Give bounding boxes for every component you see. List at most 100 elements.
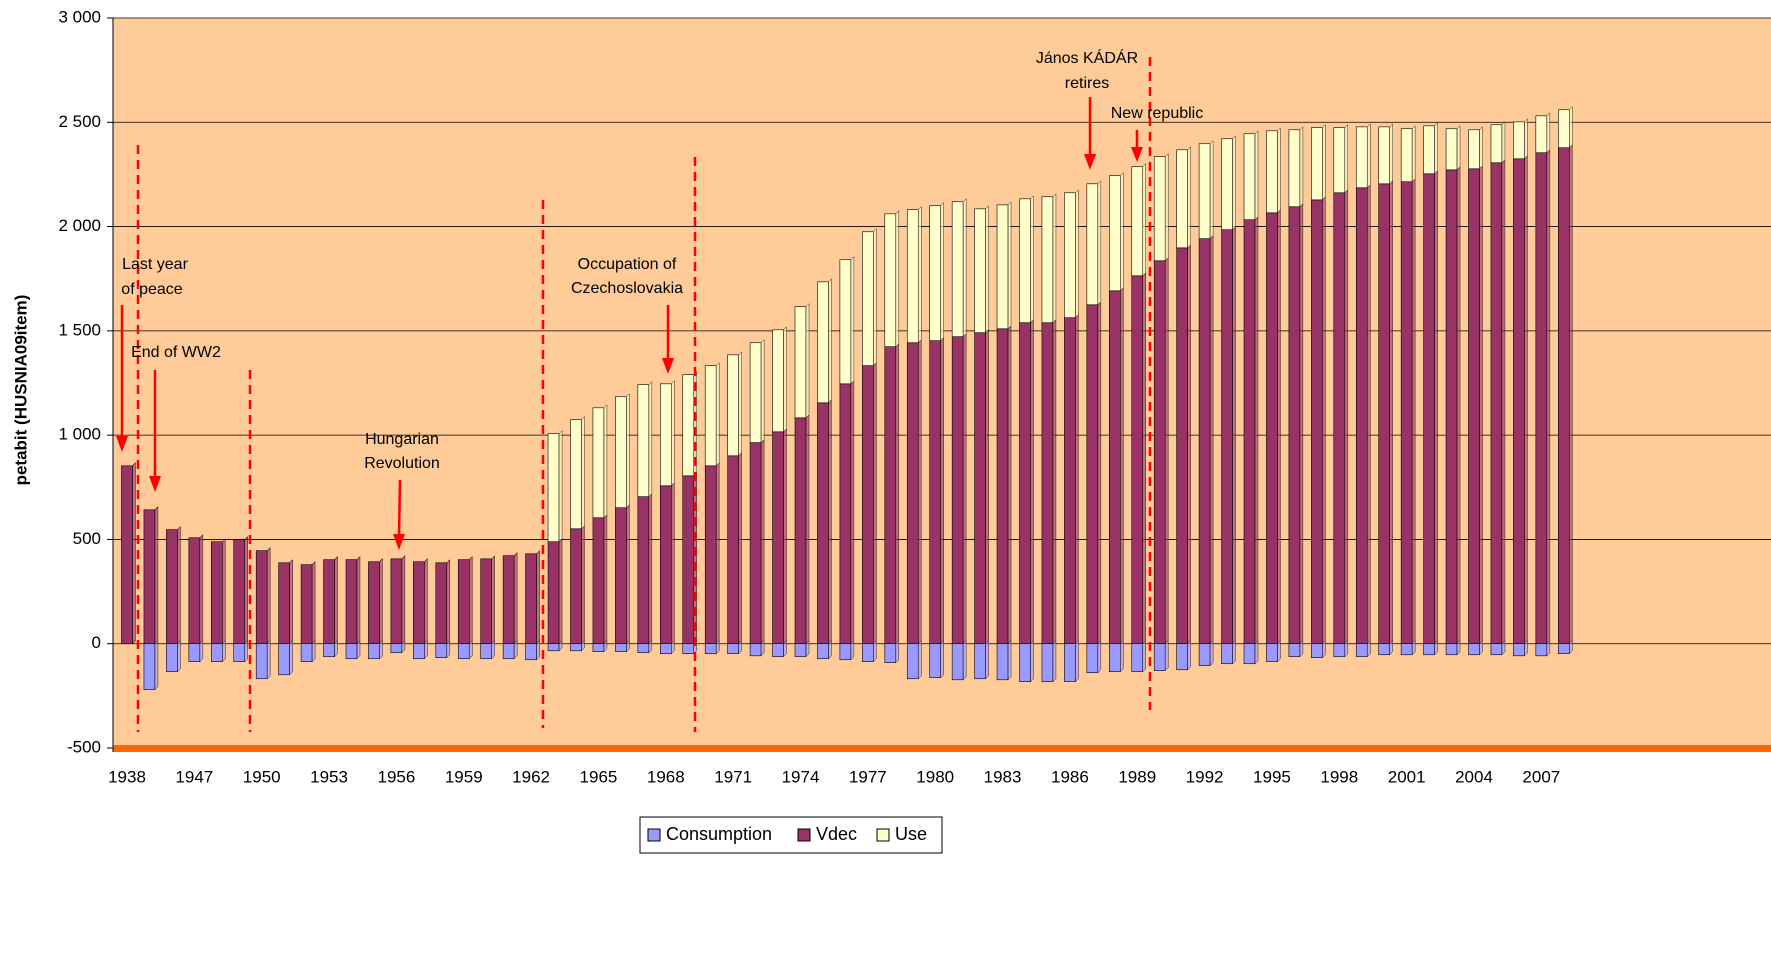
annotation: Hungarian (365, 431, 439, 448)
bar-consumption (1490, 643, 1503, 656)
bar-side (1075, 314, 1079, 645)
bar-vdec (143, 509, 156, 645)
bar-use (1288, 129, 1301, 208)
bar-side (940, 202, 944, 342)
bar-vdec (1243, 219, 1256, 645)
bar-vdec (435, 562, 448, 645)
annotation: János KÁDÁR (1036, 48, 1138, 67)
bar-consumption (1558, 643, 1570, 655)
bar-side (334, 556, 338, 645)
bar-side (1120, 640, 1124, 673)
bar-use (974, 208, 986, 334)
bar-side (603, 514, 608, 645)
bar-side (267, 640, 271, 680)
bar-side (289, 559, 293, 563)
y-tick-label: 1 000 (58, 425, 101, 444)
bar-consumption (502, 643, 515, 660)
bar-side (424, 558, 428, 562)
bar-consumption (1468, 643, 1480, 656)
bar-side (154, 506, 159, 645)
bar-use (1086, 183, 1099, 306)
bar-side (1501, 121, 1506, 164)
bar-side (1120, 287, 1124, 645)
bar-side (289, 559, 293, 645)
bar-consumption (211, 643, 223, 662)
bar-side (199, 534, 204, 645)
arrow (397, 479, 402, 539)
bar-side (626, 393, 630, 509)
y-tick-label: 2 500 (58, 112, 101, 131)
bar-consumption (413, 643, 425, 660)
bar-vdec (1445, 169, 1458, 645)
bar-vdec (1041, 322, 1054, 645)
bar-side (895, 210, 899, 348)
bar-side (1546, 112, 1551, 154)
bar-side (1322, 124, 1326, 201)
bar-side (805, 303, 810, 419)
x-tick-label: 1980 (916, 767, 954, 786)
bar-vdec (1333, 192, 1346, 645)
bar-side (1187, 146, 1191, 249)
bar-side (760, 339, 765, 444)
bar-vdec (862, 365, 874, 645)
bar-side (222, 640, 226, 663)
bar-use (682, 374, 695, 477)
x-tick-label: 1977 (849, 767, 887, 786)
bar-side (1524, 118, 1528, 160)
bar-side (267, 547, 271, 645)
bar-vdec (1513, 158, 1525, 645)
bar-side (1209, 235, 1214, 645)
bar-side (177, 526, 181, 645)
bar-consumption (659, 643, 672, 655)
bar-side (1389, 180, 1393, 645)
bar-vdec (211, 541, 223, 645)
bar-consumption (255, 643, 268, 680)
x-tick-label: 1968 (647, 767, 685, 786)
bar-side (1142, 272, 1146, 645)
bar-use (1355, 126, 1368, 189)
annotation: Czechoslovakia (571, 280, 683, 297)
bar-side (985, 329, 989, 645)
bar-side (1164, 153, 1169, 262)
bar-side (311, 640, 316, 663)
bar-side (446, 559, 450, 563)
bar-consumption (1535, 643, 1548, 657)
bar-side (918, 339, 922, 645)
x-tick-label: 1995 (1253, 767, 1291, 786)
bar-side (1030, 319, 1034, 645)
legend: Consumption Vdec Use (639, 816, 943, 854)
bar-consumption (345, 643, 358, 660)
bar-side (1524, 155, 1528, 645)
bar-side (648, 381, 653, 498)
bar-consumption (1131, 643, 1144, 672)
bar-consumption (525, 643, 537, 661)
bar-consumption (772, 643, 784, 657)
bar-side (244, 536, 248, 540)
bar-side (693, 472, 697, 645)
bar-use (772, 329, 784, 433)
bar-vdec (659, 485, 672, 645)
bar-consumption (1378, 643, 1390, 656)
bar-side (446, 559, 450, 645)
bar-consumption (1153, 643, 1166, 671)
bar-consumption (547, 643, 560, 652)
bar-side (1569, 144, 1573, 645)
bar-consumption (1176, 643, 1188, 671)
bar-side (1097, 640, 1102, 674)
bar-side (1456, 125, 1461, 171)
x-tick-label: 2007 (1522, 767, 1560, 786)
bar-consumption (615, 643, 627, 652)
bar-use (1468, 129, 1480, 170)
bar-side (1344, 124, 1349, 194)
legend-label: Use (895, 824, 927, 844)
x-tick-label: 2004 (1455, 767, 1493, 786)
bar-side (873, 640, 877, 663)
bar-consumption (300, 643, 313, 662)
bar-vdec (1311, 199, 1323, 645)
bar-side (1501, 159, 1506, 645)
bar-use (839, 259, 852, 385)
bar-side (491, 555, 495, 559)
bar-vdec (839, 383, 852, 645)
bar-consumption (906, 643, 919, 680)
bar-use (951, 201, 964, 337)
